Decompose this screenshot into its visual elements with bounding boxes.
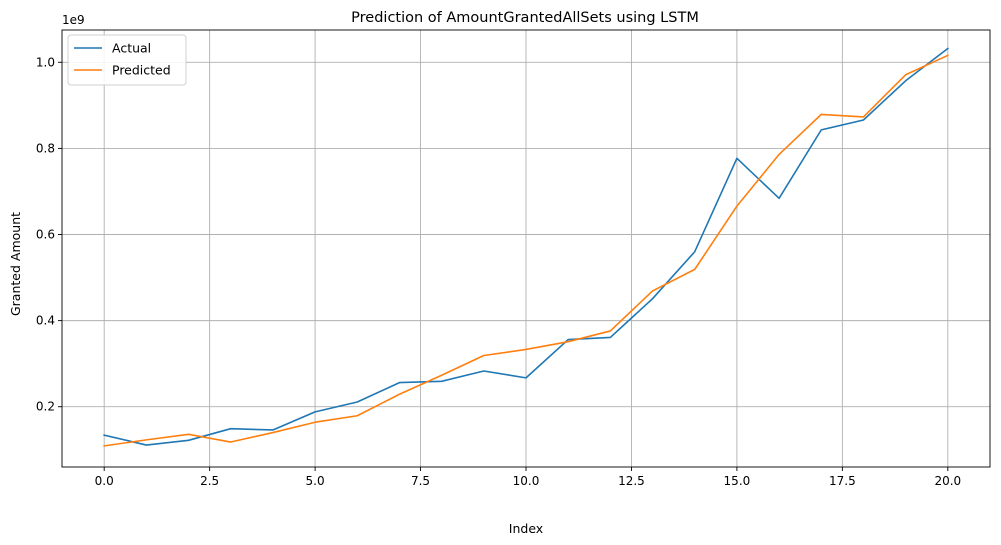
y-tick-label: 0.2 (36, 400, 55, 414)
x-tick-label: 0.0 (95, 474, 114, 488)
grid (62, 30, 990, 467)
y-axis: 0.2 0.4 0.6 0.8 1.0 (36, 55, 62, 414)
x-tick-label: 17.5 (829, 474, 856, 488)
y-tick-label: 0.4 (36, 314, 55, 328)
x-tick-label: 15.0 (724, 474, 751, 488)
series-line-actual (103, 47, 949, 446)
series-layer (103, 47, 949, 447)
x-tick-label: 10.0 (513, 474, 540, 488)
x-tick-label: 5.0 (306, 474, 325, 488)
legend-label-actual: Actual (112, 41, 151, 56)
x-tick-label: 20.0 (934, 474, 961, 488)
y-tick-label: 0.6 (36, 228, 55, 242)
y-tick-label: 0.8 (36, 141, 55, 155)
x-tick-label: 2.5 (200, 474, 219, 488)
y-axis-label: Granted Amount (8, 212, 23, 316)
chart-title: Prediction of AmountGrantedAllSets using… (351, 10, 699, 26)
x-tick-label: 7.5 (411, 474, 430, 488)
x-axis: 0.0 2.5 5.0 7.5 10.0 12.5 15.0 17.5 20.0 (95, 467, 961, 488)
x-axis-label: Index (509, 521, 543, 536)
series-line-predicted (103, 54, 949, 447)
legend-label-predicted: Predicted (112, 63, 171, 78)
y-tick-label: 1.0 (36, 55, 55, 69)
x-tick-label: 12.5 (618, 474, 645, 488)
y-axis-offset-label: 1e9 (62, 13, 85, 27)
legend: Actual Predicted (67, 34, 187, 86)
